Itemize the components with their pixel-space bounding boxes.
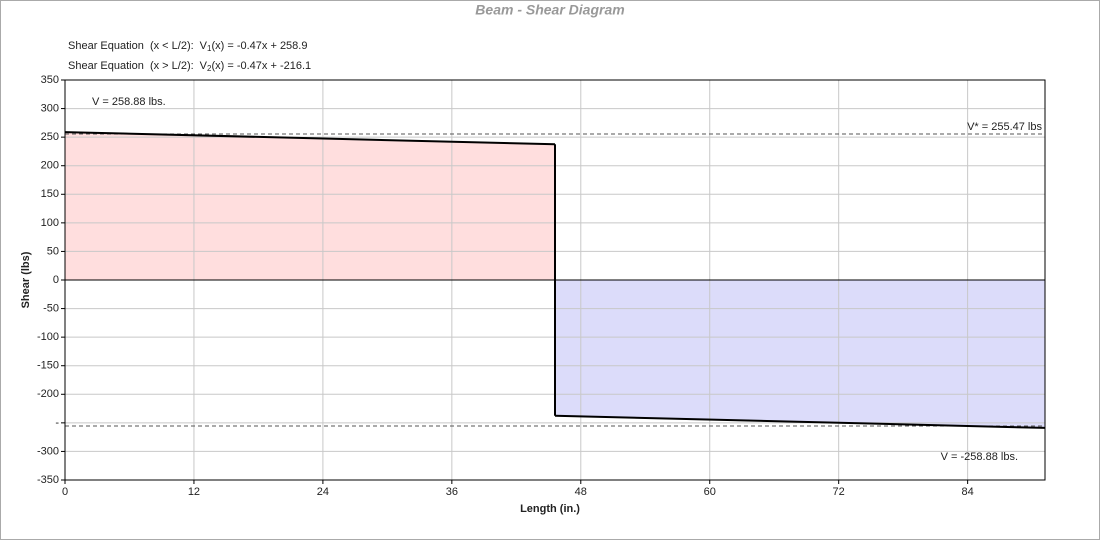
y-tick-label: -50	[43, 302, 59, 314]
x-tick-label: 60	[704, 486, 716, 498]
y-tick-label: 50	[47, 245, 59, 257]
y-tick-label: -150	[37, 360, 59, 372]
shear-area	[65, 132, 555, 280]
y-tick-label: 150	[41, 188, 59, 200]
y-tick-label: 300	[41, 102, 59, 114]
x-tick-label: 12	[188, 486, 200, 498]
equation-fn: V	[200, 40, 208, 52]
y-tick-label: 100	[41, 217, 59, 229]
y-tick-label: 0	[53, 274, 59, 286]
y-tick-label: -100	[37, 331, 59, 343]
x-tick-label: 84	[962, 486, 974, 498]
shear-line	[64, 131, 556, 146]
x-tick-label: 48	[575, 486, 587, 498]
equation-label: Shear Equation (x < L/2):	[68, 40, 194, 52]
equation-label: Shear Equation (x > L/2):	[68, 60, 194, 72]
equation: Shear Equation (x > L/2): V2(x) = -0.47x …	[68, 60, 311, 73]
plot-border	[64, 79, 1046, 481]
y-tick-label: -	[55, 417, 59, 429]
annotation: V = 258.88 lbs.	[92, 96, 166, 108]
equation-fn: V	[200, 60, 208, 72]
chart-title: Beam - Shear Diagram	[475, 2, 624, 18]
x-tick-label: 36	[446, 486, 458, 498]
y-tick-label: 350	[41, 74, 59, 86]
shear-area	[555, 280, 1045, 428]
x-tick-label: 0	[62, 486, 68, 498]
x-tick-label: 72	[833, 486, 845, 498]
x-tick-label: 24	[317, 486, 329, 498]
annotation: V = -258.88 lbs.	[941, 451, 1018, 463]
equation-expr: (x) = -0.47x + -216.1	[211, 60, 311, 72]
equation-sub: 2	[207, 64, 212, 73]
x-axis-label: Length (in.)	[520, 503, 580, 515]
y-tick-label: -300	[37, 445, 59, 457]
y-axis-label: Shear (lbs)	[20, 251, 32, 308]
equation-sub: 1	[207, 44, 212, 53]
y-tick-label: -350	[37, 474, 59, 486]
equation: Shear Equation (x < L/2): V1(x) = -0.47x …	[68, 40, 307, 53]
annotation: V* = 255.47 lbs	[967, 121, 1042, 133]
y-tick-label: 200	[41, 160, 59, 172]
equation-expr: (x) = -0.47x + 258.9	[211, 40, 307, 52]
shear-line	[554, 414, 1046, 429]
y-tick-label: -200	[37, 388, 59, 400]
y-tick-label: 250	[41, 131, 59, 143]
